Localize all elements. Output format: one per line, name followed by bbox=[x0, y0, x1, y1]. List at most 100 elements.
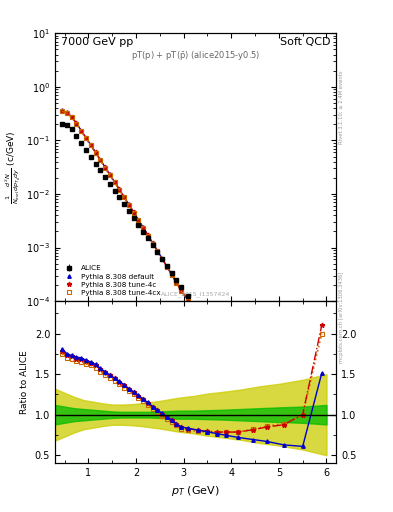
Pythia 8.308 tune-4c bbox=[122, 194, 127, 200]
Pythia 8.308 default bbox=[196, 309, 200, 315]
Pythia 8.308 tune-4cx bbox=[186, 297, 191, 304]
Pythia 8.308 tune-4c bbox=[103, 164, 107, 170]
Pythia 8.308 tune-4c bbox=[84, 135, 88, 141]
Pythia 8.308 tune-4cx bbox=[205, 322, 210, 328]
Pythia 8.308 tune-4c bbox=[112, 179, 117, 185]
Pythia 8.308 tune-4cx bbox=[84, 135, 88, 141]
Pythia 8.308 default bbox=[155, 248, 160, 254]
Pythia 8.308 default bbox=[122, 194, 127, 200]
Pythia 8.308 default bbox=[69, 114, 74, 120]
Pythia 8.308 default bbox=[179, 288, 184, 294]
Line: Pythia 8.308 tune-4cx: Pythia 8.308 tune-4cx bbox=[61, 110, 323, 468]
Pythia 8.308 tune-4cx bbox=[103, 164, 107, 170]
Pythia 8.308 tune-4cx bbox=[215, 333, 219, 339]
Pythia 8.308 tune-4cx bbox=[281, 413, 286, 419]
Pythia 8.308 tune-4c bbox=[98, 157, 103, 163]
Pythia 8.308 tune-4cx bbox=[141, 225, 145, 231]
Pythia 8.308 tune-4cx bbox=[174, 280, 179, 286]
Text: Rivet 3.1.10; ≥ 2.4M events: Rivet 3.1.10; ≥ 2.4M events bbox=[339, 71, 344, 144]
Pythia 8.308 tune-4cx bbox=[60, 108, 64, 114]
Pythia 8.308 tune-4c bbox=[250, 375, 255, 381]
Pythia 8.308 tune-4c bbox=[136, 217, 141, 223]
Pythia 8.308 tune-4cx bbox=[107, 172, 112, 178]
Pythia 8.308 tune-4cx bbox=[196, 310, 200, 316]
Pythia 8.308 tune-4cx bbox=[136, 217, 141, 223]
Pythia 8.308 tune-4c bbox=[155, 248, 160, 254]
Pythia 8.308 default bbox=[60, 108, 64, 114]
Line: Pythia 8.308 tune-4c: Pythia 8.308 tune-4c bbox=[60, 109, 324, 470]
Pythia 8.308 tune-4c bbox=[264, 393, 269, 399]
Pythia 8.308 default bbox=[300, 447, 305, 454]
Pythia 8.308 default bbox=[84, 135, 88, 141]
Pythia 8.308 tune-4c bbox=[79, 127, 84, 134]
Pythia 8.308 default bbox=[169, 271, 174, 278]
Pythia 8.308 tune-4c bbox=[236, 358, 241, 365]
Pythia 8.308 tune-4c bbox=[215, 333, 219, 339]
Pythia 8.308 tune-4cx bbox=[93, 150, 98, 156]
X-axis label: $p_T$ (GeV): $p_T$ (GeV) bbox=[171, 484, 220, 498]
Pythia 8.308 tune-4cx bbox=[88, 142, 93, 148]
Pythia 8.308 tune-4cx bbox=[150, 241, 155, 247]
Pythia 8.308 tune-4cx bbox=[250, 375, 255, 381]
Pythia 8.308 tune-4cx bbox=[79, 128, 84, 134]
Pythia 8.308 tune-4cx bbox=[224, 345, 229, 351]
Pythia 8.308 tune-4cx bbox=[179, 288, 184, 294]
Pythia 8.308 tune-4c bbox=[300, 438, 305, 444]
Pythia 8.308 tune-4c bbox=[320, 464, 324, 470]
Pythia 8.308 default bbox=[205, 322, 210, 328]
Pythia 8.308 tune-4c bbox=[141, 224, 145, 230]
Text: 7000 GeV pp: 7000 GeV pp bbox=[61, 37, 133, 47]
Pythia 8.308 tune-4c bbox=[131, 209, 136, 215]
Text: ALICE_2015_I1357424: ALICE_2015_I1357424 bbox=[161, 291, 230, 297]
Pythia 8.308 tune-4cx bbox=[98, 157, 103, 163]
Pythia 8.308 tune-4cx bbox=[169, 272, 174, 279]
Pythia 8.308 tune-4cx bbox=[236, 358, 241, 365]
Pythia 8.308 default bbox=[79, 127, 84, 134]
Pythia 8.308 tune-4cx bbox=[131, 209, 136, 216]
Pythia 8.308 tune-4c bbox=[205, 321, 210, 327]
Pythia 8.308 tune-4cx bbox=[320, 463, 324, 470]
Pythia 8.308 default bbox=[107, 172, 112, 178]
Pythia 8.308 tune-4cx bbox=[64, 110, 69, 116]
Pythia 8.308 default bbox=[264, 398, 269, 404]
Pythia 8.308 tune-4cx bbox=[122, 195, 127, 201]
Pythia 8.308 tune-4c bbox=[107, 172, 112, 178]
Pythia 8.308 tune-4cx bbox=[145, 232, 150, 239]
Pythia 8.308 default bbox=[98, 157, 103, 163]
Pythia 8.308 default bbox=[64, 110, 69, 116]
Pythia 8.308 tune-4c bbox=[93, 150, 98, 156]
Pythia 8.308 tune-4c bbox=[145, 232, 150, 238]
Pythia 8.308 tune-4cx bbox=[112, 179, 117, 185]
Pythia 8.308 default bbox=[117, 186, 122, 193]
Pythia 8.308 default bbox=[224, 346, 229, 352]
Y-axis label: Ratio to ALICE: Ratio to ALICE bbox=[20, 350, 29, 414]
Pythia 8.308 default bbox=[281, 421, 286, 428]
Legend: ALICE, Pythia 8.308 default, Pythia 8.308 tune-4c, Pythia 8.308 tune-4cx: ALICE, Pythia 8.308 default, Pythia 8.30… bbox=[59, 264, 162, 297]
Pythia 8.308 tune-4cx bbox=[165, 264, 169, 270]
Pythia 8.308 tune-4c bbox=[165, 264, 169, 270]
Pythia 8.308 default bbox=[127, 201, 131, 207]
Pythia 8.308 tune-4c bbox=[196, 309, 200, 315]
Pythia 8.308 tune-4c bbox=[224, 345, 229, 351]
Pythia 8.308 tune-4c bbox=[186, 297, 191, 303]
Y-axis label: $\frac{1}{N_{inel}}\frac{d^2N}{dp_{T_d}dy}$ (c/GeV): $\frac{1}{N_{inel}}\frac{d^2N}{dp_{T_d}d… bbox=[4, 131, 23, 204]
Pythia 8.308 tune-4c bbox=[127, 201, 131, 207]
Pythia 8.308 default bbox=[250, 379, 255, 386]
Pythia 8.308 default bbox=[141, 224, 145, 230]
Pythia 8.308 default bbox=[215, 334, 219, 340]
Pythia 8.308 tune-4cx bbox=[155, 248, 160, 254]
Pythia 8.308 default bbox=[236, 360, 241, 367]
Text: Soft QCD: Soft QCD bbox=[280, 37, 331, 47]
Pythia 8.308 default bbox=[145, 232, 150, 238]
Pythia 8.308 tune-4c bbox=[88, 142, 93, 148]
Pythia 8.308 tune-4cx bbox=[160, 256, 165, 262]
Text: pT(p) + pT($\bar{\rm p}$) (alice2015-y0.5): pT(p) + pT($\bar{\rm p}$) (alice2015-y0.… bbox=[131, 49, 260, 62]
Pythia 8.308 default bbox=[74, 120, 79, 126]
Pythia 8.308 tune-4c bbox=[281, 414, 286, 420]
Pythia 8.308 default bbox=[112, 179, 117, 185]
Pythia 8.308 tune-4cx bbox=[300, 438, 305, 444]
Pythia 8.308 default bbox=[160, 255, 165, 262]
Pythia 8.308 default bbox=[93, 149, 98, 155]
Pythia 8.308 tune-4c bbox=[74, 120, 79, 126]
Pythia 8.308 tune-4c bbox=[69, 114, 74, 120]
